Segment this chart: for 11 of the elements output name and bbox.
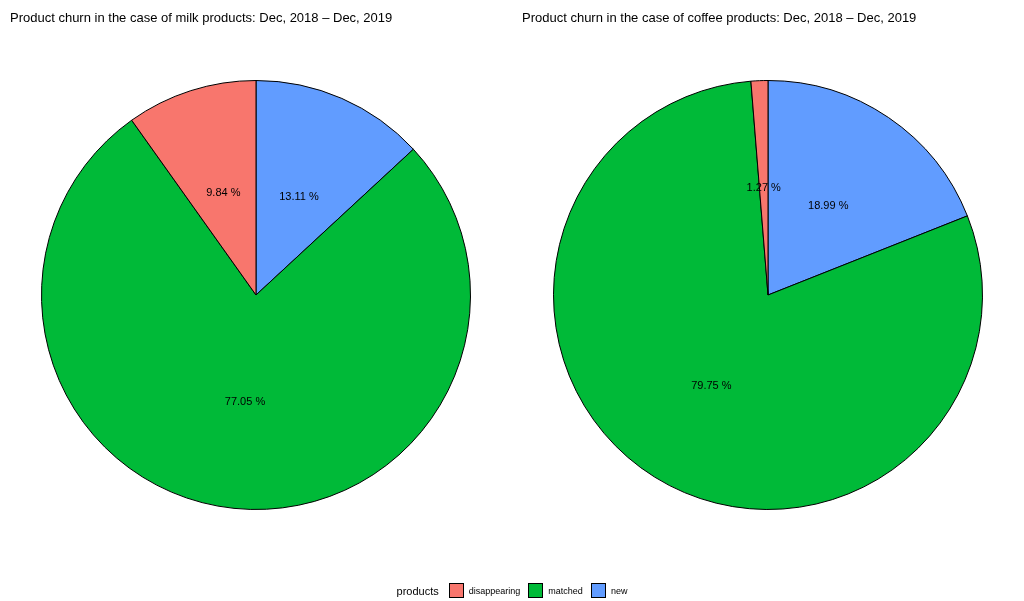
legend-label: matched [548,585,583,596]
legend-label: disappearing [468,585,521,596]
legend-label: new [610,585,628,596]
data-label: 18.99 % [808,199,849,212]
data-label: 9.84 % [206,185,241,198]
data-label: 79.75 % [691,379,732,392]
chart-title: Product churn in the case of milk products: Dec, 2018 – Dec, 2019 [10,10,393,25]
chart-title: Product churn in the case of coffee products: Dec, 2018 – Dec, 2019 [522,10,917,25]
data-label: 13.11 % [279,189,319,202]
data-label: 77.05 % [224,394,266,407]
legend-title: products [396,584,439,597]
